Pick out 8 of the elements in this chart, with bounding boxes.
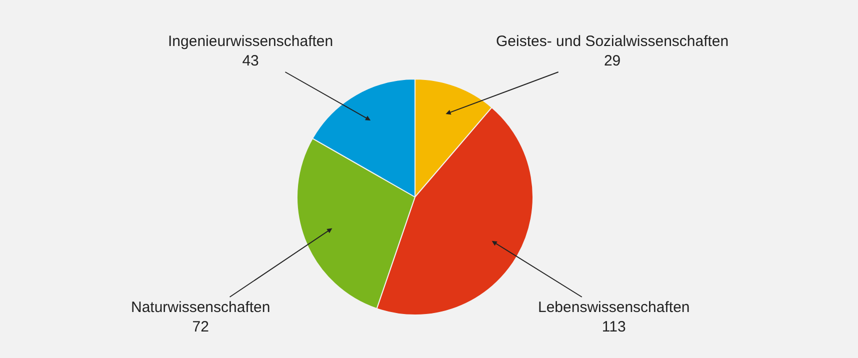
slice-label: Lebenswissenschaften [538,299,690,316]
data-label: 29 [604,52,621,70]
slice-label: Naturwissenschaften [131,299,270,316]
data-label: 43 [242,52,259,70]
slice-label: Ingenieurwissenschaften [168,33,334,50]
data-label: 113 [602,318,626,336]
data-label: 72 [192,318,209,336]
slice-label: Geistes- und Sozialwissenschaften [496,33,729,50]
